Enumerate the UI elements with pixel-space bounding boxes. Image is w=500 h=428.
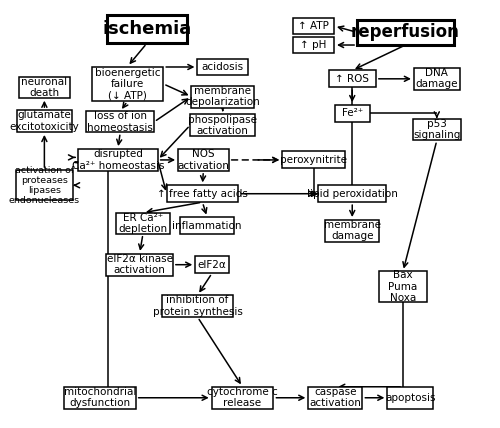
FancyBboxPatch shape — [293, 18, 334, 34]
Text: reperfusion: reperfusion — [351, 24, 460, 42]
FancyBboxPatch shape — [162, 295, 234, 317]
FancyBboxPatch shape — [178, 149, 229, 171]
FancyBboxPatch shape — [282, 152, 345, 168]
Text: ↑ ATP: ↑ ATP — [298, 21, 329, 31]
FancyBboxPatch shape — [180, 217, 234, 234]
FancyBboxPatch shape — [106, 254, 173, 276]
FancyBboxPatch shape — [16, 170, 73, 200]
Text: lipid peroxidation: lipid peroxidation — [307, 189, 398, 199]
Text: p53
signaling: p53 signaling — [413, 119, 461, 140]
FancyBboxPatch shape — [412, 119, 461, 140]
FancyBboxPatch shape — [357, 20, 454, 45]
Text: ↑ free fatty acids: ↑ free fatty acids — [157, 189, 248, 199]
Text: peroxynitrite: peroxynitrite — [280, 155, 347, 165]
Text: ↑ pH: ↑ pH — [300, 40, 327, 50]
FancyBboxPatch shape — [92, 67, 164, 101]
FancyBboxPatch shape — [212, 387, 274, 409]
Text: glutamate
excitotoxicity: glutamate excitotoxicity — [10, 110, 80, 132]
FancyBboxPatch shape — [166, 185, 238, 202]
Text: Fe²⁺: Fe²⁺ — [342, 108, 363, 119]
FancyBboxPatch shape — [198, 59, 248, 75]
FancyBboxPatch shape — [116, 213, 170, 234]
Text: acidosis: acidosis — [202, 62, 244, 72]
FancyBboxPatch shape — [293, 37, 334, 53]
FancyBboxPatch shape — [318, 185, 386, 202]
Text: disrupted
Ca²⁺ homeostasis: disrupted Ca²⁺ homeostasis — [72, 149, 164, 170]
Text: NOS
activation: NOS activation — [178, 149, 230, 170]
Text: neuronal
death: neuronal death — [22, 77, 68, 98]
Text: inflammation: inflammation — [172, 221, 242, 231]
FancyBboxPatch shape — [192, 86, 254, 107]
FancyBboxPatch shape — [190, 114, 256, 136]
Text: membrane
damage: membrane damage — [324, 220, 380, 241]
FancyBboxPatch shape — [64, 387, 136, 409]
FancyBboxPatch shape — [78, 149, 158, 171]
FancyBboxPatch shape — [388, 387, 433, 409]
Text: ischemia: ischemia — [102, 20, 192, 38]
Text: ↑ ROS: ↑ ROS — [335, 74, 369, 84]
Text: eIF2α kinase
activation: eIF2α kinase activation — [106, 254, 172, 275]
FancyBboxPatch shape — [19, 77, 70, 98]
Text: eIF2α: eIF2α — [198, 260, 226, 270]
FancyBboxPatch shape — [308, 387, 362, 409]
Text: caspase
activation: caspase activation — [310, 387, 362, 408]
Text: Bax
Puma
Noxa: Bax Puma Noxa — [388, 270, 418, 303]
Text: DNA
damage: DNA damage — [416, 68, 458, 89]
Text: cytochrome c
release: cytochrome c release — [207, 387, 278, 408]
Text: apoptosis: apoptosis — [385, 393, 436, 403]
FancyBboxPatch shape — [16, 110, 72, 132]
FancyBboxPatch shape — [335, 105, 370, 122]
FancyBboxPatch shape — [414, 68, 460, 90]
Text: membrane
depolarization: membrane depolarization — [186, 86, 260, 107]
Text: ER Ca²⁺
depletion: ER Ca²⁺ depletion — [118, 213, 168, 234]
FancyBboxPatch shape — [328, 70, 376, 87]
FancyBboxPatch shape — [379, 271, 427, 302]
Text: bioenergetic
failure
(↓ ATP): bioenergetic failure (↓ ATP) — [95, 68, 160, 100]
FancyBboxPatch shape — [86, 111, 154, 133]
FancyBboxPatch shape — [107, 15, 186, 43]
Text: inhibition of
protein synthesis: inhibition of protein synthesis — [152, 295, 242, 317]
Text: loss of ion
homeostasis: loss of ion homeostasis — [88, 111, 153, 133]
Text: phospolipase
activation: phospolipase activation — [188, 115, 257, 136]
FancyBboxPatch shape — [325, 220, 380, 242]
Text: activation of
proteases
lipases
endonucleases: activation of proteases lipases endonucl… — [9, 166, 80, 205]
FancyBboxPatch shape — [195, 256, 229, 273]
Text: mitochondrial
dysfunction: mitochondrial dysfunction — [64, 387, 136, 408]
